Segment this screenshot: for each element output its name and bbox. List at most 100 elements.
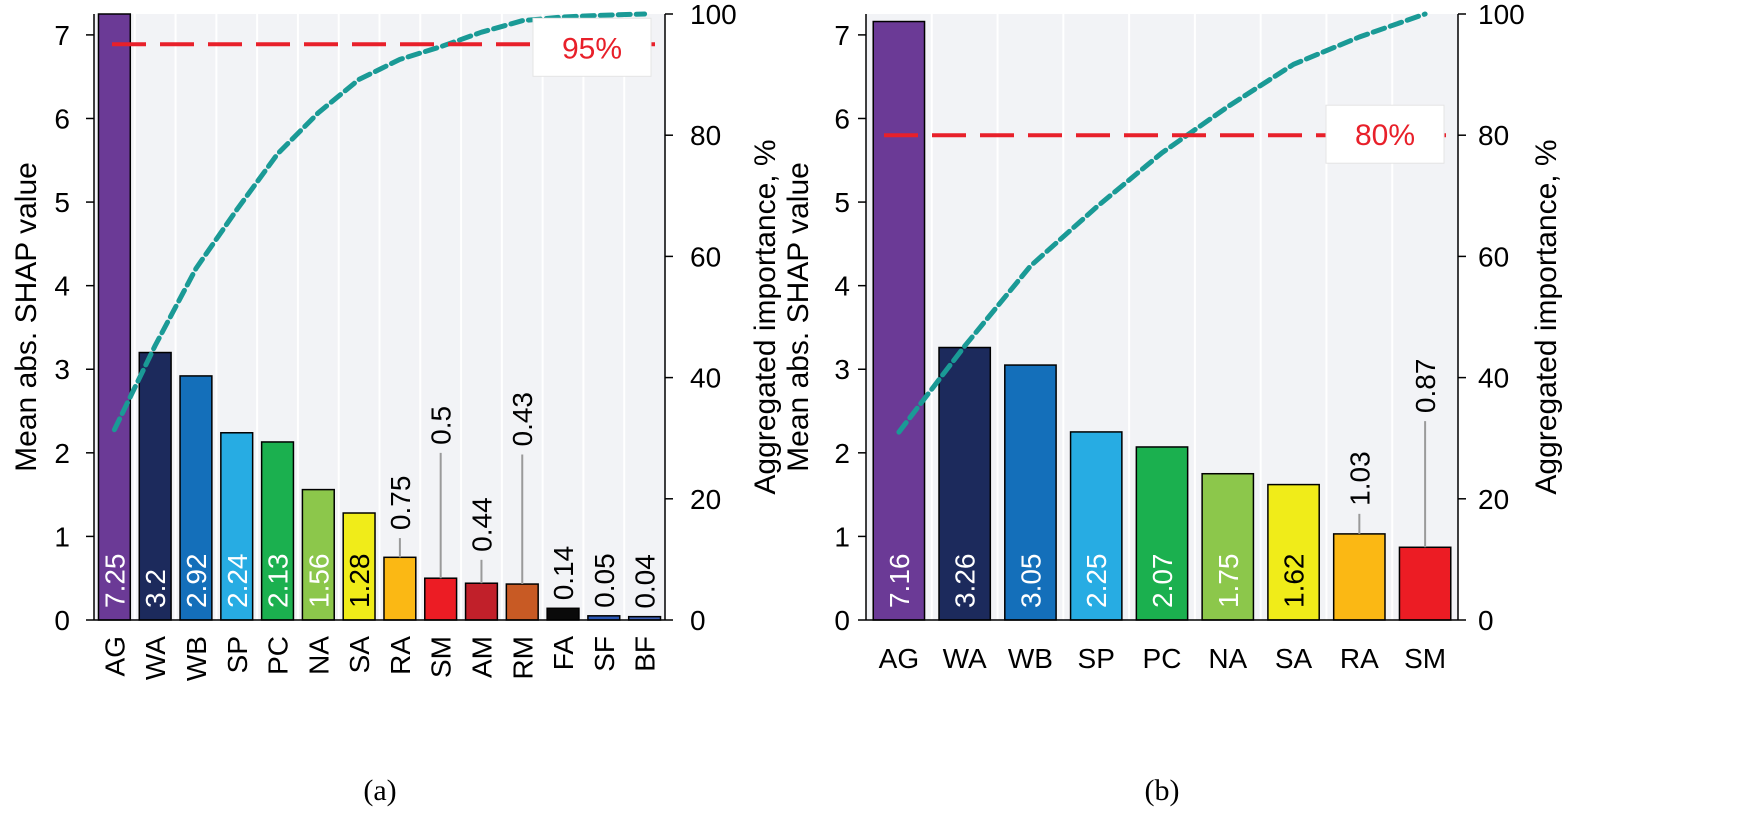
x-tick-label: SP [222, 636, 253, 673]
y-tick-label-left: 5 [834, 187, 850, 218]
data-label-AG: 7.16 [884, 554, 915, 609]
x-tick-label: WA [943, 643, 987, 674]
data-label-SA: 1.28 [344, 554, 375, 609]
data-label-SA: 1.62 [1279, 554, 1310, 609]
y-tick-label-right: 0 [690, 605, 706, 636]
data-label-SM: 0.5 [426, 406, 457, 445]
bar-SM [424, 577, 458, 621]
y-tick-label-left: 2 [834, 438, 850, 469]
bar-SA [342, 512, 376, 621]
threshold-label-box [1325, 104, 1445, 164]
data-label-AG: 7.25 [99, 554, 130, 609]
x-tick-label: SF [589, 636, 620, 672]
data-label-PC: 2.13 [263, 554, 294, 609]
y-tick-label-right: 20 [690, 484, 721, 515]
data-label-SP: 2.24 [222, 554, 253, 609]
data-label-RA: 1.03 [1344, 451, 1375, 506]
bar-FA [546, 607, 580, 621]
x-tick-label: SP [1078, 643, 1115, 674]
y-tick-label-right: 100 [1478, 0, 1525, 30]
x-tick-label: NA [1208, 643, 1247, 674]
x-tick-label: WA [140, 636, 171, 680]
panel-b: 0 1 2 3 4 5 6 7 0 20 40 60 80 100 AG WA WB SP PC NA SA RA SM 7.… [782, 0, 1563, 807]
panel-caption: (a) [363, 774, 396, 807]
y-tick-label-left: 3 [54, 354, 70, 385]
bar-SM [1398, 546, 1452, 621]
y-axis-title-left: Mean abs. SHAP value [782, 162, 815, 472]
bar-AG [97, 13, 132, 621]
panel-a: 0 1 2 3 4 5 6 7 0 20 40 60 80 100 AG WA WB SP PC NA SA RA SM AM… [10, 0, 782, 807]
x-tick-label: RA [385, 636, 416, 675]
data-label-RM: 0.43 [507, 392, 538, 447]
y-tick-label-left: 7 [54, 20, 70, 51]
y-tick-label-right: 60 [1478, 241, 1509, 272]
y-axis-title-right: Aggregated importance, % [1530, 139, 1563, 494]
y-tick-label-right: 80 [1478, 120, 1509, 151]
cumulative-importance-line [111, 11, 648, 433]
data-label-AM: 0.44 [466, 497, 497, 552]
x-tick-label: AG [879, 643, 919, 674]
y-tick-label-left: 0 [834, 605, 850, 636]
y-tick-label-right: 20 [1478, 484, 1509, 515]
data-label-WB: 3.05 [1015, 554, 1046, 609]
bar-PC [260, 441, 295, 621]
y-tick-label-right: 40 [1478, 363, 1509, 394]
data-label-NA: 1.75 [1213, 554, 1244, 609]
y-tick-label-left: 6 [834, 103, 850, 134]
bar-NA [301, 488, 335, 621]
x-tick-label: AG [99, 636, 130, 676]
x-tick-label: SA [1275, 643, 1313, 674]
bar-SA [1267, 483, 1320, 621]
data-label-SF: 0.05 [589, 553, 620, 608]
data-label-FA: 0.14 [548, 546, 579, 601]
x-tick-label: SM [426, 636, 457, 678]
x-tick-label: AM [466, 636, 497, 678]
data-label-WA: 3.2 [140, 569, 171, 608]
data-label-NA: 1.56 [303, 554, 334, 609]
y-tick-label-left: 4 [54, 271, 70, 302]
x-tick-label: RA [1340, 643, 1379, 674]
y-tick-label-left: 7 [834, 20, 850, 51]
cumulative-importance-line [896, 11, 1428, 435]
panel-caption: (b) [1145, 774, 1180, 807]
bar-RA [1332, 533, 1386, 621]
y-tick-label-right: 100 [690, 0, 737, 30]
x-tick-label: SM [1404, 643, 1446, 674]
bar-NA [1201, 472, 1255, 621]
y-tick-label-left: 2 [54, 438, 70, 469]
data-label-BF: 0.04 [630, 554, 661, 609]
grid-lines [930, 14, 1394, 620]
threshold-label-box [532, 17, 652, 77]
y-tick-label-left: 6 [54, 103, 70, 134]
x-tick-label: WB [1008, 643, 1053, 674]
x-tick-label: SA [344, 636, 375, 674]
x-tick-label: PC [1143, 643, 1182, 674]
grid-lines [133, 14, 626, 620]
x-tick-label: FA [548, 636, 579, 671]
x-tick-label: WB [181, 636, 212, 681]
y-tick-label-right: 60 [690, 241, 721, 272]
threshold-label: 95% [562, 32, 622, 65]
x-tick-label: BF [630, 636, 661, 672]
y-tick-label-right: 80 [690, 120, 721, 151]
data-label-RA: 0.75 [385, 476, 416, 531]
data-label-WB: 2.92 [181, 554, 212, 609]
data-label-PC: 2.07 [1147, 554, 1178, 609]
threshold-label: 80% [1355, 119, 1415, 152]
y-tick-label-left: 0 [54, 605, 70, 636]
y-axis-title-left: Mean abs. SHAP value [10, 162, 43, 472]
data-label-SP: 2.25 [1081, 554, 1112, 609]
y-tick-label-right: 0 [1478, 605, 1494, 636]
bar-AM [464, 582, 499, 621]
bar-SP [1069, 431, 1123, 621]
bar-AG [872, 20, 926, 621]
y-tick-label-left: 5 [54, 187, 70, 218]
data-label-WA: 3.26 [950, 553, 981, 608]
x-tick-label: PC [263, 636, 294, 675]
y-tick-label-left: 3 [834, 354, 850, 385]
bar-RA [383, 556, 417, 621]
data-label-SM: 0.87 [1410, 359, 1441, 414]
y-tick-label-left: 4 [834, 271, 850, 302]
